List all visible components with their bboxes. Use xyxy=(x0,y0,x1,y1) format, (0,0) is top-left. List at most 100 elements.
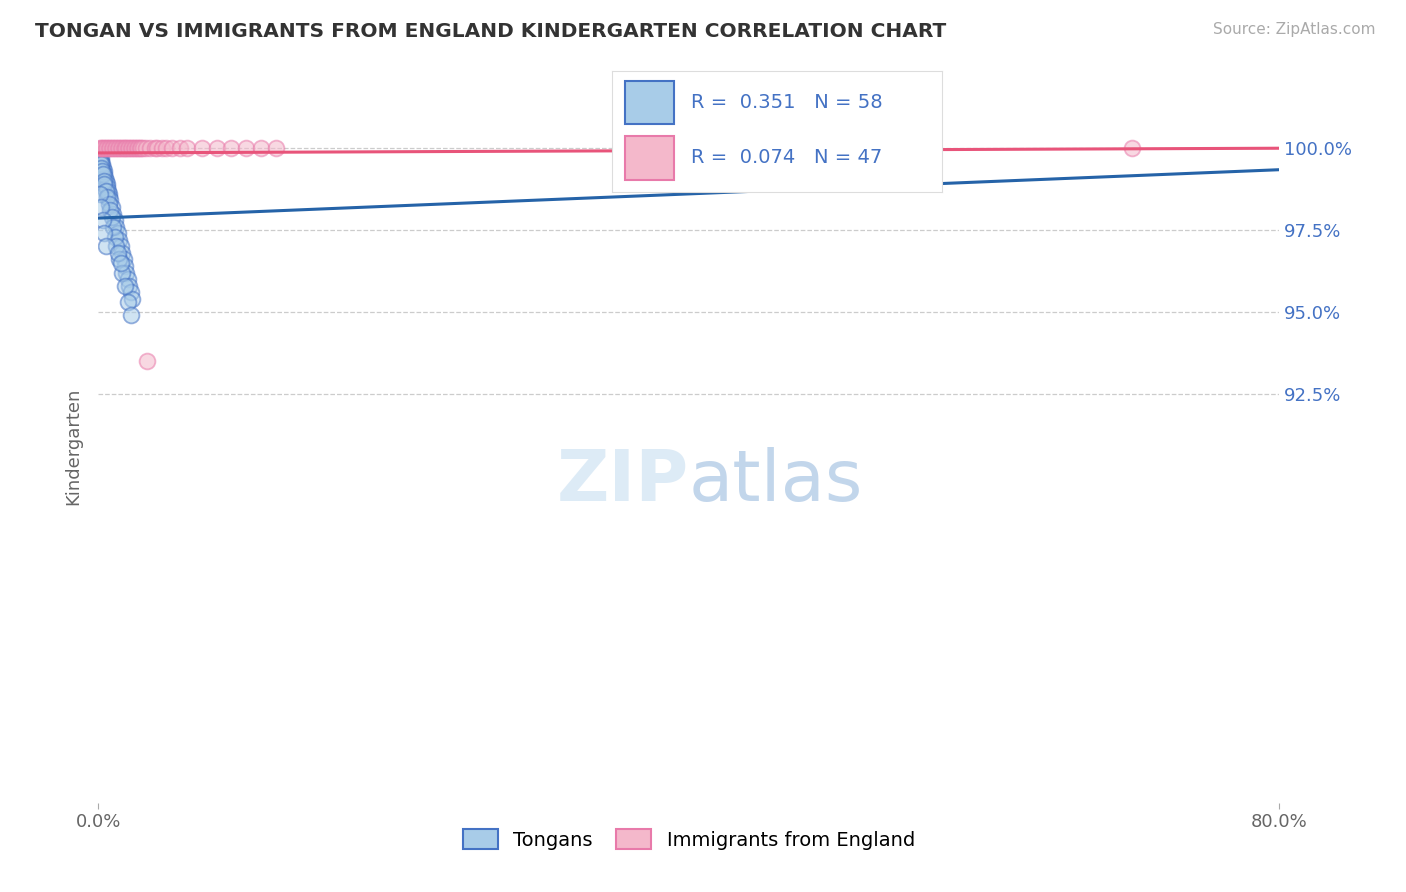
Point xyxy=(169,141,191,155)
Point xyxy=(132,141,155,155)
Point xyxy=(103,219,125,234)
Point xyxy=(146,141,169,155)
Point xyxy=(104,213,127,227)
Point xyxy=(93,174,115,188)
Point xyxy=(96,141,118,155)
Point xyxy=(98,203,121,218)
Point xyxy=(96,180,118,194)
Point xyxy=(103,206,125,220)
Point xyxy=(90,161,112,175)
Point xyxy=(105,219,128,234)
Point xyxy=(112,252,135,267)
Point xyxy=(121,141,143,155)
Point xyxy=(129,141,152,155)
Point xyxy=(105,141,128,155)
Point xyxy=(115,266,138,280)
Point xyxy=(110,239,132,253)
Point xyxy=(143,141,166,155)
Point xyxy=(91,167,114,181)
Point xyxy=(120,285,142,300)
Point xyxy=(90,157,112,171)
Point xyxy=(97,196,120,211)
Point xyxy=(117,272,139,286)
Point xyxy=(117,295,139,310)
Point xyxy=(98,141,121,155)
Point xyxy=(93,141,115,155)
Point xyxy=(91,157,114,171)
Point xyxy=(94,141,117,155)
Point xyxy=(104,141,127,155)
Point xyxy=(94,170,117,185)
Point xyxy=(264,141,287,155)
Point xyxy=(100,200,122,214)
Point xyxy=(90,151,112,165)
Point xyxy=(89,154,111,169)
Point xyxy=(108,233,131,247)
Point xyxy=(96,177,118,191)
Point xyxy=(97,184,120,198)
Point xyxy=(121,292,143,306)
Point xyxy=(91,164,114,178)
Point xyxy=(118,141,141,155)
Point xyxy=(111,245,134,260)
Point xyxy=(90,141,112,155)
Point xyxy=(162,141,183,155)
Point xyxy=(94,184,117,198)
Text: R =  0.351   N = 58: R = 0.351 N = 58 xyxy=(690,93,883,112)
Point xyxy=(97,186,120,201)
Point xyxy=(89,186,111,201)
Point xyxy=(127,141,149,155)
Point xyxy=(96,190,118,204)
Point xyxy=(125,141,148,155)
Point xyxy=(112,141,135,155)
Point xyxy=(139,141,162,155)
Point xyxy=(93,167,115,181)
Point xyxy=(90,200,112,214)
Point xyxy=(124,141,146,155)
Text: atlas: atlas xyxy=(689,447,863,516)
Point xyxy=(117,141,139,155)
Point xyxy=(250,141,273,155)
Point xyxy=(108,141,131,155)
Point xyxy=(94,239,117,253)
Point xyxy=(100,141,122,155)
Point xyxy=(1121,141,1143,155)
Legend: Tongans, Immigrants from England: Tongans, Immigrants from England xyxy=(456,822,922,857)
Point xyxy=(205,141,228,155)
Point xyxy=(110,255,132,269)
Point xyxy=(103,141,125,155)
Point xyxy=(100,210,122,224)
Point xyxy=(91,161,114,175)
Point xyxy=(221,141,243,155)
Point xyxy=(118,278,141,293)
Point xyxy=(107,245,129,260)
Point xyxy=(114,259,136,273)
Point xyxy=(111,266,134,280)
Point xyxy=(122,141,145,155)
Point xyxy=(91,213,114,227)
FancyBboxPatch shape xyxy=(624,81,675,124)
Point xyxy=(114,141,136,155)
Point xyxy=(98,190,121,204)
Point xyxy=(104,229,127,244)
Point xyxy=(114,278,136,293)
Point xyxy=(90,154,112,169)
Point xyxy=(107,141,129,155)
Point xyxy=(150,141,173,155)
Point xyxy=(91,141,114,155)
Text: R =  0.074   N = 47: R = 0.074 N = 47 xyxy=(690,148,882,167)
Point xyxy=(93,226,115,240)
Text: Source: ZipAtlas.com: Source: ZipAtlas.com xyxy=(1212,22,1375,37)
Text: TONGAN VS IMMIGRANTS FROM ENGLAND KINDERGARTEN CORRELATION CHART: TONGAN VS IMMIGRANTS FROM ENGLAND KINDER… xyxy=(35,22,946,41)
Point xyxy=(176,141,198,155)
Point xyxy=(664,147,686,161)
Point xyxy=(135,141,157,155)
Point xyxy=(191,141,214,155)
Point xyxy=(89,141,111,155)
Point xyxy=(108,252,131,267)
Point xyxy=(93,177,115,191)
Point xyxy=(128,141,150,155)
Point xyxy=(89,147,111,161)
Point xyxy=(97,141,120,155)
Point xyxy=(98,194,121,208)
